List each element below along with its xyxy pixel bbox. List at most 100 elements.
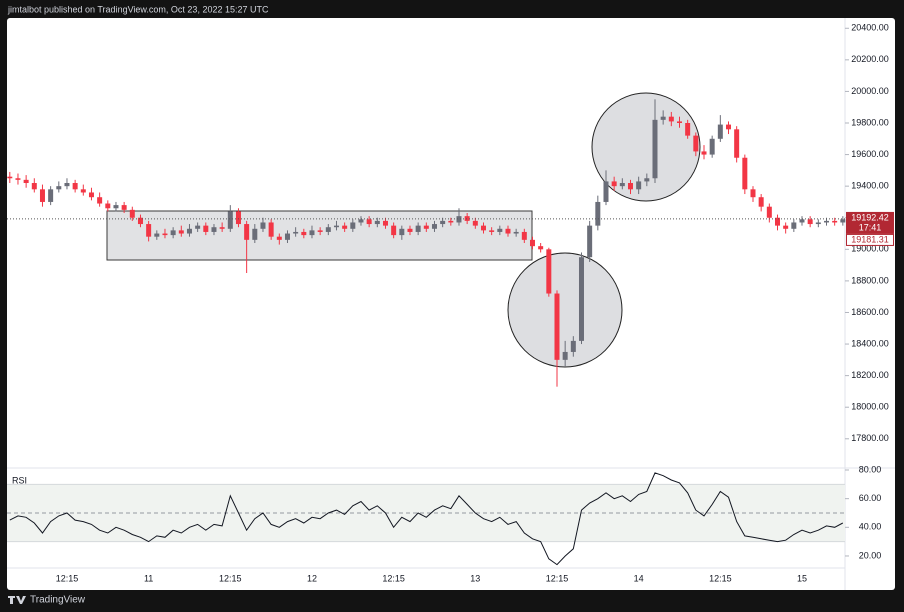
candle-body [219,227,225,229]
candle-body [284,233,290,240]
candle-body [627,183,633,190]
candle-body [195,225,201,229]
rsi-tick-label: 20.00 [859,550,882,560]
candle-body [521,231,527,240]
candle-body [276,236,282,240]
candle-body [725,124,731,130]
candle-body [464,216,470,221]
candle-body [325,227,331,232]
candle-body [636,181,642,190]
candle-body [227,211,233,229]
candle-body [244,224,250,240]
rsi-band [7,484,845,542]
candle-body [546,249,552,294]
last-price-label: 19192.42 [851,212,889,222]
header: jimtalbot published on TradingView.com, … [7,4,269,14]
candle-body [693,135,699,152]
candle-body [497,228,503,232]
candle-body [39,189,45,202]
candle-body [676,121,682,123]
candle-body [758,197,764,207]
rsi-line [9,472,844,566]
candle-body [113,205,119,209]
candle-body [105,203,111,209]
candle-body [121,205,127,210]
candle-body [717,124,723,139]
candle-body [342,225,348,229]
candle-body [431,224,437,229]
rsi-tick-label: 40.00 [859,522,882,532]
y-tick-label: 19800.00 [851,117,889,127]
last-price-box [846,211,894,234]
x-tick-label: 12:15 [382,573,405,583]
x-tick-label: 12:15 [56,573,79,583]
countdown-label: 17:41 [859,222,882,232]
candle-body [56,186,62,190]
y-tick-label: 17800.00 [851,433,889,443]
candle-body [603,181,609,202]
x-tick-label: 15 [797,573,807,583]
candle-body [709,138,715,155]
candle-body [15,178,21,180]
candle-body [358,219,364,223]
candle-body [538,246,544,250]
candle-body [440,220,446,225]
x-tick-label: 14 [634,573,644,583]
candle-body [162,233,168,236]
y-tick-label: 18600.00 [851,307,889,317]
candle-body [701,151,707,155]
candle-body [513,231,519,234]
y-tick-label: 19000.00 [851,244,889,254]
candle-body [619,183,625,187]
candle-body [64,183,70,187]
candle-body [186,228,192,234]
candle-body [824,220,829,223]
x-tick-label: 12:15 [709,573,732,583]
candle-body [80,189,86,193]
x-tick-label: 11 [144,573,153,583]
candle-body [382,220,388,226]
y-tick-label: 20400.00 [851,23,889,33]
candle-body [644,178,650,182]
rsi-tick-label: 80.00 [859,464,882,474]
candle-body [832,220,838,223]
candle-body [734,129,740,158]
candle-body [505,228,511,234]
candle-body [293,231,299,234]
x-tick-label: 12:15 [219,573,242,583]
candle-body [391,225,397,236]
candle-body [350,222,356,229]
y-tick-label: 18000.00 [851,402,889,412]
candle-body [374,220,380,225]
candle-body [742,157,748,190]
second-price-box [846,233,894,246]
y-tick-label: 20000.00 [851,86,889,96]
candle-body [399,228,405,236]
candle-body [562,351,568,360]
highlight-circle [507,252,623,368]
candle-body [554,293,560,360]
candle-body [766,206,772,218]
candle-body [154,233,160,237]
x-tick-label: 13 [470,573,480,583]
candle-body [799,219,805,223]
candle-body [170,230,176,236]
candle-body [595,201,601,226]
candle-body [129,209,135,218]
candle-body [7,176,13,179]
x-tick-label: 12 [307,573,317,583]
y-tick-label: 20200.00 [851,54,889,64]
candle-body [407,228,413,232]
candle-body [456,216,462,223]
candle-body [48,189,54,202]
y-tick-label: 18400.00 [851,338,889,348]
candle-body [578,257,584,341]
candle-body [685,123,691,136]
candle-body [791,222,797,229]
candle-body [489,230,495,232]
candle-body [807,219,813,225]
candle-body [529,239,535,247]
candle-body [840,219,846,223]
indicator-name: RSI [12,475,27,485]
